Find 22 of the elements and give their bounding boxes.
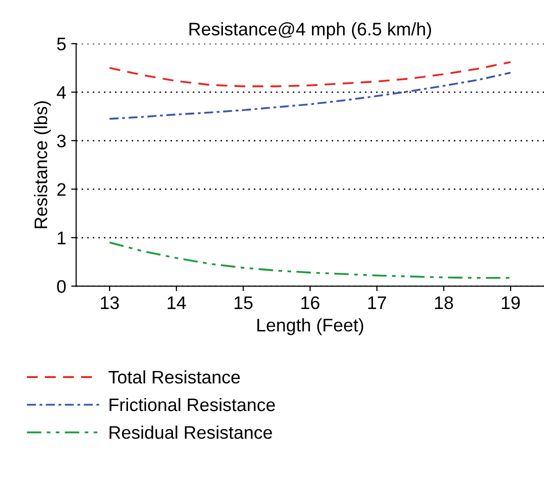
- y-axis-title: Resistance (lbs): [34, 101, 51, 228]
- line-series: [108, 61, 512, 88]
- y-tick-label: 0: [57, 280, 66, 293]
- x-tick-label: 19: [502, 296, 520, 310]
- x-tick-label: 14: [168, 296, 186, 309]
- x-tick-label: 16: [301, 296, 320, 310]
- x-tick-label: 17: [368, 296, 386, 309]
- x-tick-label: 18: [435, 296, 454, 310]
- legend-label: Total Resistance: [108, 370, 240, 384]
- line-series: [108, 242, 512, 279]
- y-tick-label: 4: [56, 86, 66, 99]
- y-tick-label: 2: [57, 183, 66, 196]
- x-axis-title: Length (Feet): [257, 318, 364, 336]
- line-series: [108, 72, 512, 120]
- y-tick-label: 3: [57, 134, 66, 148]
- legend-label: Residual Resistance: [110, 426, 272, 439]
- chart-title: Resistance@4 mph (6.5 km/h): [190, 22, 432, 40]
- x-tick-label: 13: [100, 296, 119, 310]
- y-tick-label: 1: [58, 232, 66, 244]
- x-tick-label: 15: [234, 296, 253, 310]
- legend-label: Frictional Resistance: [110, 398, 275, 412]
- y-tick-label: 5: [57, 38, 66, 50]
